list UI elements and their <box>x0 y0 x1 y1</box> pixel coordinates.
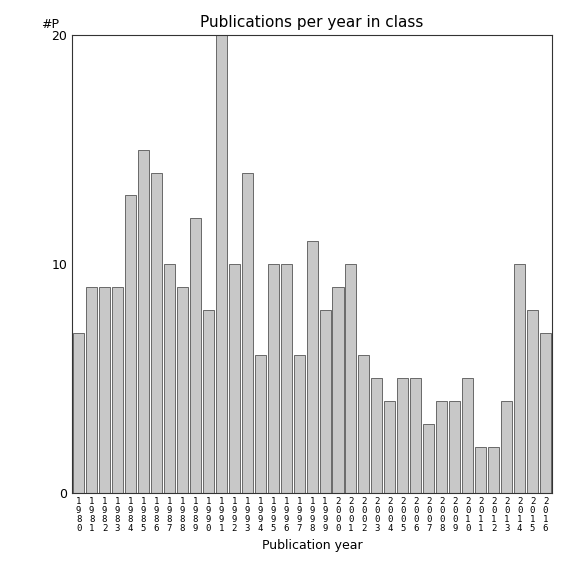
Bar <box>475 447 486 493</box>
Bar <box>177 287 188 493</box>
Bar <box>397 378 408 493</box>
Bar <box>73 333 84 493</box>
Title: Publications per year in class: Publications per year in class <box>200 15 424 30</box>
Bar <box>242 172 253 493</box>
Bar <box>86 287 97 493</box>
Bar <box>436 401 447 493</box>
Bar <box>112 287 123 493</box>
Bar <box>151 172 162 493</box>
Bar <box>281 264 291 493</box>
Bar <box>411 378 421 493</box>
Bar <box>345 264 357 493</box>
Bar <box>216 35 227 493</box>
Bar <box>449 401 460 493</box>
Bar <box>488 447 499 493</box>
Y-axis label: #P: #P <box>41 18 60 31</box>
Bar <box>424 424 434 493</box>
Bar <box>294 356 304 493</box>
Bar <box>332 287 344 493</box>
Bar <box>164 264 175 493</box>
Bar <box>268 264 278 493</box>
Bar <box>203 310 214 493</box>
Bar <box>99 287 110 493</box>
X-axis label: Publication year: Publication year <box>262 539 362 552</box>
Bar <box>371 378 382 493</box>
Bar <box>527 310 538 493</box>
Bar <box>190 218 201 493</box>
Bar <box>462 378 473 493</box>
Bar <box>125 196 136 493</box>
Bar <box>138 150 149 493</box>
Bar <box>540 333 551 493</box>
Bar <box>384 401 395 493</box>
Bar <box>229 264 240 493</box>
Bar <box>255 356 266 493</box>
Bar <box>514 264 525 493</box>
Bar <box>307 241 318 493</box>
Bar <box>320 310 331 493</box>
Bar <box>358 356 370 493</box>
Bar <box>501 401 512 493</box>
